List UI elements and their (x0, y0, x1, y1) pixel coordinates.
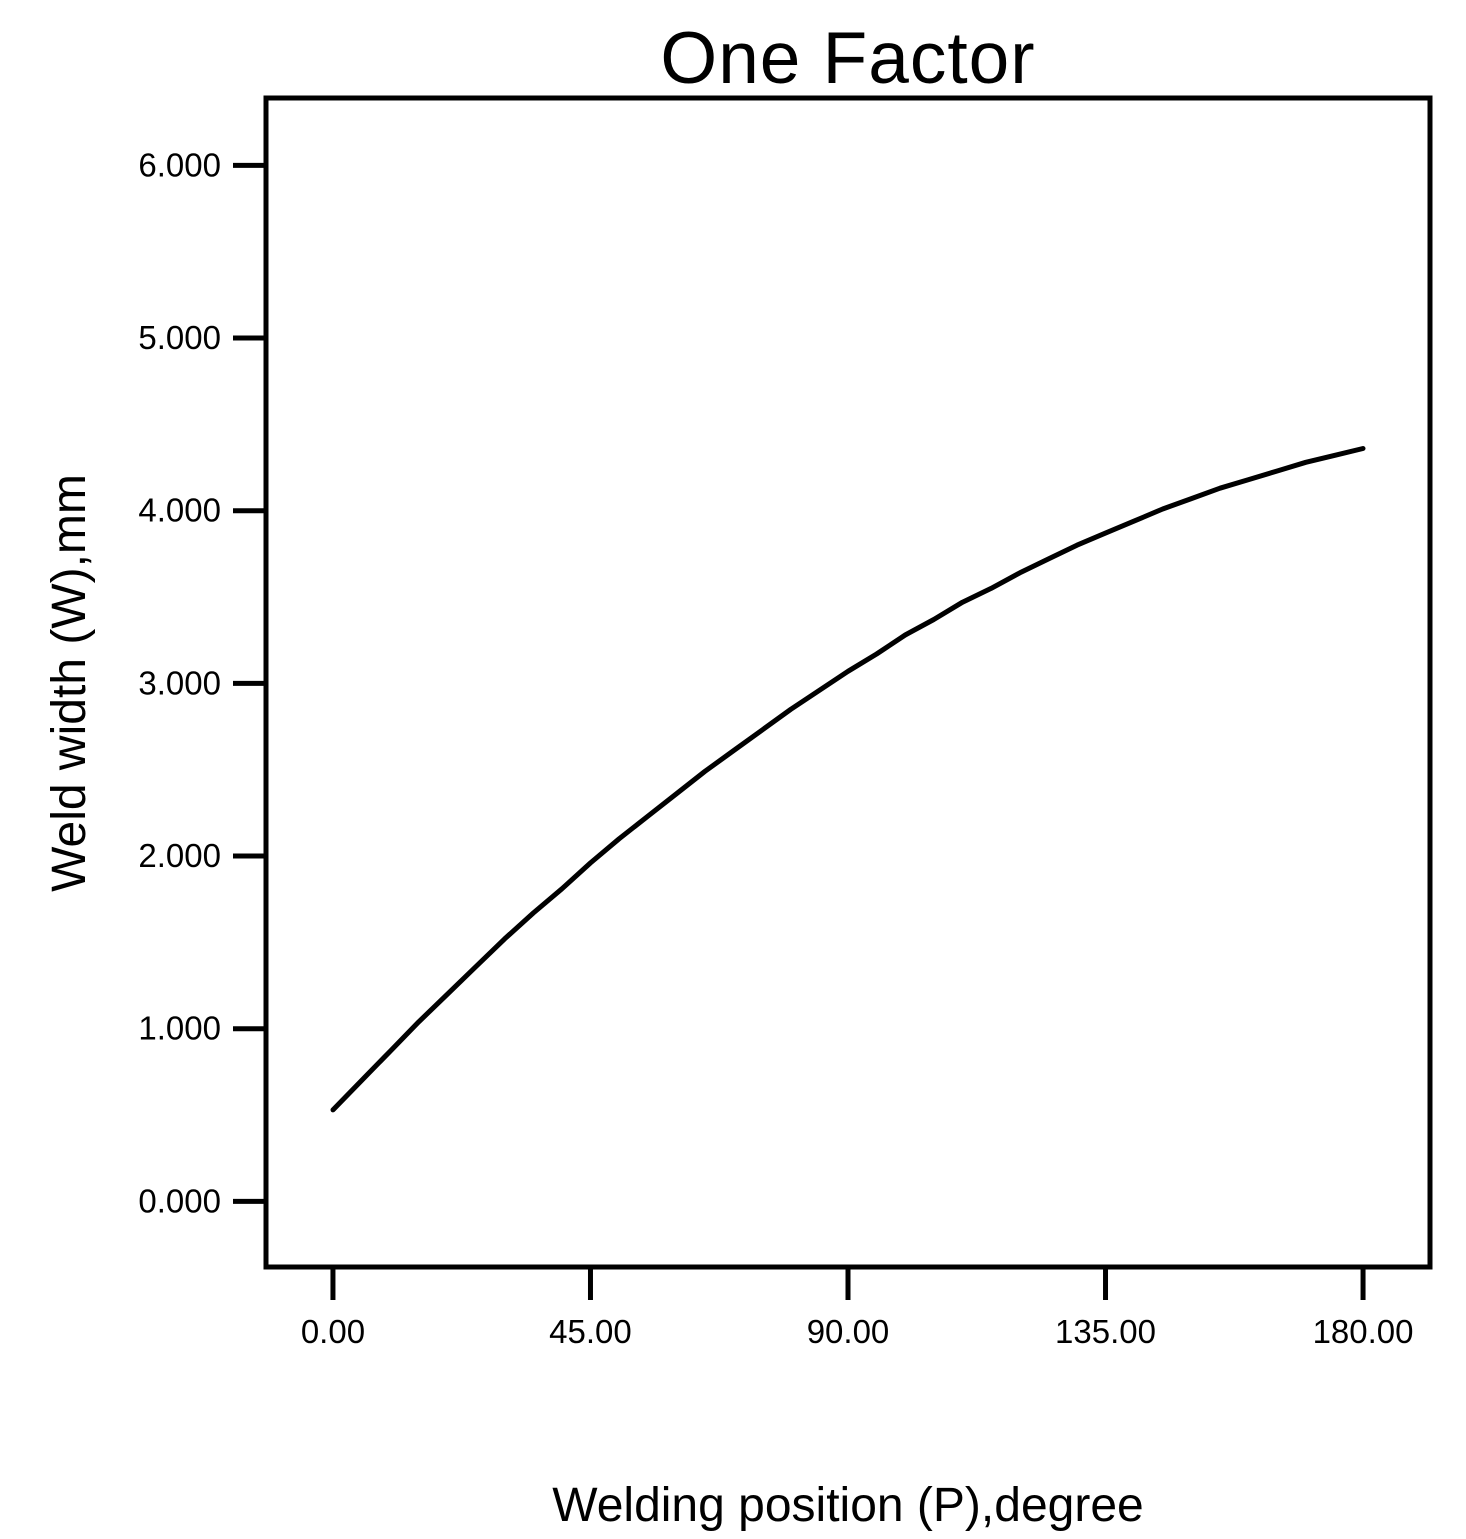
series-layer (330, 446, 1366, 1113)
y-tick-label: 3.000 (138, 664, 221, 701)
y-axis-title: Weld width (W),mm (43, 474, 96, 892)
chart-title: One Factor (660, 18, 1035, 99)
plot-border (263, 95, 1433, 1270)
weld-width-curve (330, 446, 1366, 1113)
y-tick-label: 1.000 (138, 1010, 221, 1047)
y-tick-label: 0.000 (138, 1182, 221, 1219)
y-tick-label: 6.000 (138, 146, 221, 183)
x-axis-title: Welding position (P),degree (552, 1479, 1143, 1532)
axes-layer: 0.00 45.00 90.00 135.00 180.00 0.000 1.000 2.00… (138, 95, 1433, 1350)
y-tick-label: 5.000 (138, 319, 221, 356)
x-tick-label: 135.00 (1055, 1313, 1156, 1350)
x-tick-label: 180.00 (1313, 1313, 1414, 1350)
x-tick-label: 90.00 (807, 1313, 890, 1350)
x-tick-label: 0.00 (301, 1313, 365, 1350)
y-tick-label: 2.000 (138, 837, 221, 874)
y-tick-label: 4.000 (138, 492, 221, 529)
x-tick-label: 45.00 (549, 1313, 632, 1350)
